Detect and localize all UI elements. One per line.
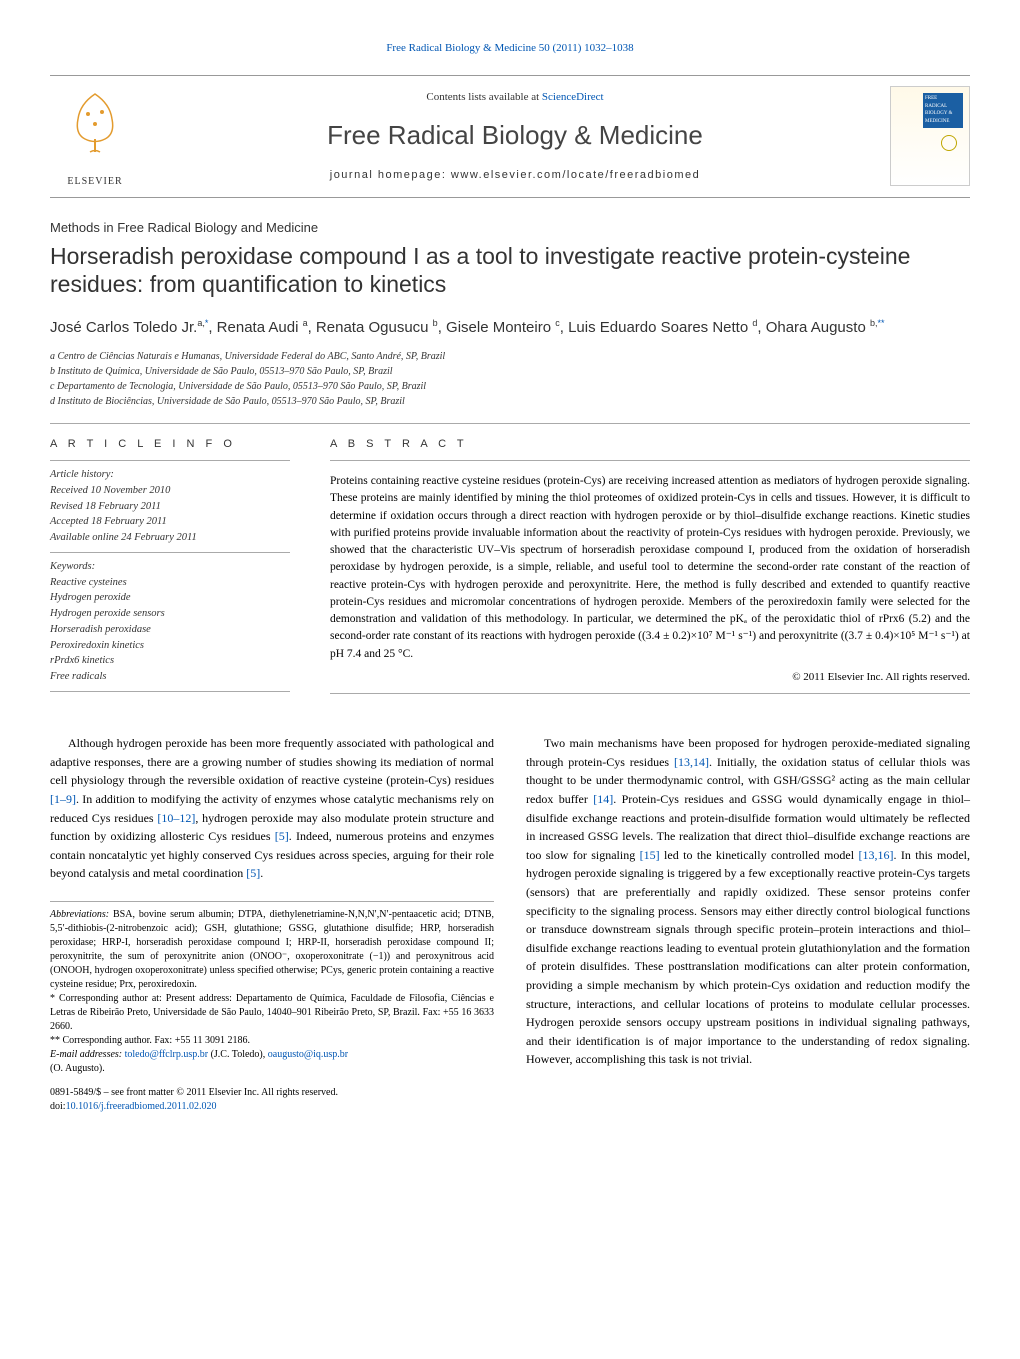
article-info-heading: A R T I C L E I N F O	[50, 436, 290, 453]
cover-badge: FREE RADICAL BIOLOGY & MEDICINE	[923, 93, 963, 128]
abstract-copyright: © 2011 Elsevier Inc. All rights reserved…	[330, 669, 970, 686]
keywords-label: Keywords:	[50, 559, 290, 575]
keyword: Hydrogen peroxide sensors	[50, 608, 165, 619]
citation-header: Free Radical Biology & Medicine 50 (2011…	[50, 40, 970, 57]
left-column: Although hydrogen peroxide has been more…	[50, 734, 494, 1114]
doi-link[interactable]: 10.1016/j.freeradbiomed.2011.02.020	[66, 1101, 217, 1112]
keyword: rPrdx6 kinetics	[50, 655, 114, 666]
history-online: Available online 24 February 2011	[50, 532, 197, 543]
info-abstract-row: A R T I C L E I N F O Article history: R…	[50, 436, 970, 707]
abbreviations: Abbreviations: BSA, bovine serum albumin…	[50, 908, 494, 992]
elsevier-tree-icon	[60, 84, 130, 169]
body-columns: Although hydrogen peroxide has been more…	[50, 734, 970, 1114]
contents-line: Contents lists available at ScienceDirec…	[150, 89, 880, 106]
keyword: Peroxiredoxin kinetics	[50, 640, 144, 651]
affiliation-c: c Departamento de Tecnologia, Universida…	[50, 380, 970, 394]
journal-name: Free Radical Biology & Medicine	[150, 116, 880, 155]
author-list: José Carlos Toledo Jr.a,*, Renata Audi a…	[50, 317, 970, 340]
article-info-panel: A R T I C L E I N F O Article history: R…	[50, 436, 290, 707]
abstract-text: Proteins containing reactive cysteine re…	[330, 473, 970, 663]
history-accepted: Accepted 18 February 2011	[50, 516, 167, 527]
affiliation-a: a Centro de Ciências Naturais e Humanas,…	[50, 350, 970, 364]
journal-cover-thumbnail: FREE RADICAL BIOLOGY & MEDICINE	[890, 86, 970, 186]
keyword: Horseradish peroxidase	[50, 624, 151, 635]
email-addresses: E-mail addresses: toledo@ffclrp.usp.br (…	[50, 1048, 494, 1076]
doi-block: 0891-5849/$ – see front matter © 2011 El…	[50, 1086, 494, 1114]
email-suffix-2: (O. Augusto).	[50, 1063, 105, 1074]
abbrev-text: BSA, bovine serum albumin; DTPA, diethyl…	[50, 909, 494, 990]
body-paragraph: Although hydrogen peroxide has been more…	[50, 734, 494, 883]
abstract-panel: A B S T R A C T Proteins containing reac…	[330, 436, 970, 707]
keyword: Hydrogen peroxide	[50, 592, 131, 603]
elsevier-logo: ELSEVIER	[50, 84, 140, 190]
email-suffix-1: (J.C. Toledo),	[208, 1049, 268, 1060]
keyword: Free radicals	[50, 671, 106, 682]
contents-prefix: Contents lists available at	[426, 91, 541, 103]
banner-center: Contents lists available at ScienceDirec…	[140, 89, 890, 183]
footnotes: Abbreviations: BSA, bovine serum albumin…	[50, 901, 494, 1076]
affiliation-d: d Instituto de Biociências, Universidade…	[50, 395, 970, 409]
right-column: Two main mechanisms have been proposed f…	[526, 734, 970, 1114]
history-label: Article history:	[50, 467, 290, 483]
doi-prefix: doi:	[50, 1101, 66, 1112]
citation-link[interactable]: Free Radical Biology & Medicine 50 (2011…	[386, 42, 633, 54]
keywords-block: Keywords: Reactive cysteines Hydrogen pe…	[50, 559, 290, 685]
email-label: E-mail addresses:	[50, 1049, 125, 1060]
history-received: Received 10 November 2010	[50, 485, 170, 496]
elsevier-wordmark: ELSEVIER	[50, 174, 140, 189]
email-link-2[interactable]: oaugusto@iq.usp.br	[268, 1049, 348, 1060]
email-link-1[interactable]: toledo@ffclrp.usp.br	[125, 1049, 208, 1060]
article-section-label: Methods in Free Radical Biology and Medi…	[50, 218, 970, 238]
cover-seal-icon	[941, 135, 957, 151]
history-revised: Revised 18 February 2011	[50, 501, 161, 512]
abbrev-label: Abbreviations:	[50, 909, 109, 920]
corresponding-author-2: ** Corresponding author. Fax: +55 11 309…	[50, 1034, 494, 1048]
affiliations: a Centro de Ciências Naturais e Humanas,…	[50, 350, 970, 409]
article-history: Article history: Received 10 November 20…	[50, 467, 290, 546]
corresponding-author-1: * Corresponding author at: Present addre…	[50, 992, 494, 1034]
abstract-heading: A B S T R A C T	[330, 436, 970, 453]
sciencedirect-link[interactable]: ScienceDirect	[542, 91, 604, 103]
body-paragraph: Two main mechanisms have been proposed f…	[526, 734, 970, 1069]
article-title: Horseradish peroxidase compound I as a t…	[50, 242, 970, 300]
keyword: Reactive cysteines	[50, 577, 127, 588]
copyright-line: 0891-5849/$ – see front matter © 2011 El…	[50, 1086, 494, 1100]
affiliation-b: b Instituto de Química, Universidade de …	[50, 365, 970, 379]
journal-homepage: journal homepage: www.elsevier.com/locat…	[150, 167, 880, 184]
journal-banner: ELSEVIER Contents lists available at Sci…	[50, 75, 970, 199]
divider	[50, 423, 970, 424]
